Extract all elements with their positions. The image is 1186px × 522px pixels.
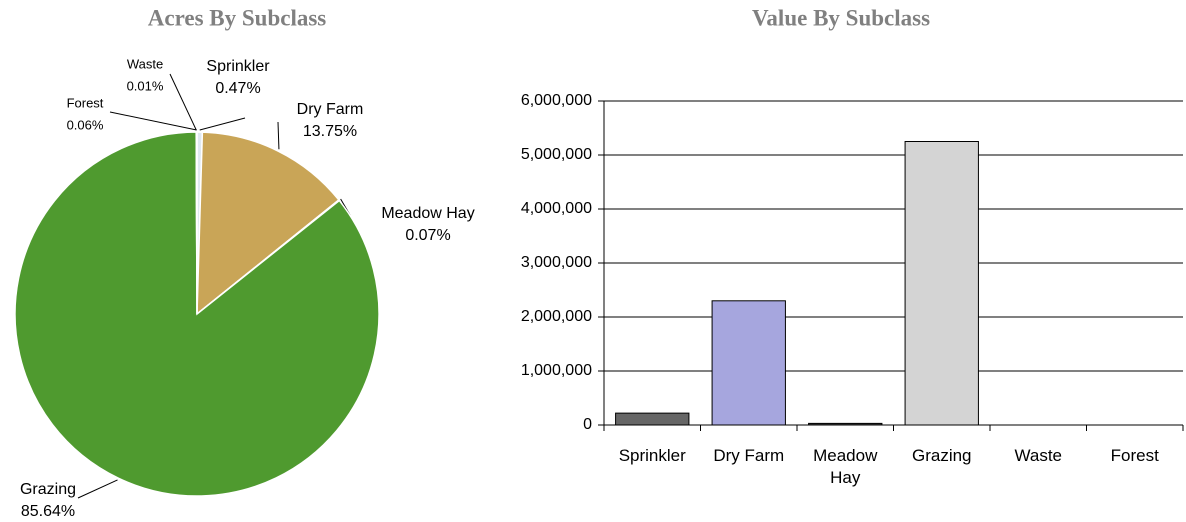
leader-line bbox=[169, 73, 197, 131]
y-tick-label: 0 bbox=[583, 416, 592, 433]
slice-value: 0.47% bbox=[215, 80, 260, 97]
slice-label: Meadow Hay bbox=[381, 205, 474, 222]
bar bbox=[711, 300, 786, 426]
slice-label: Forest bbox=[67, 95, 104, 110]
slice-value: 85.64% bbox=[21, 503, 75, 520]
leader-line bbox=[199, 117, 246, 131]
y-tick-label: 4,000,000 bbox=[521, 200, 592, 217]
y-tick-label: 5,000,000 bbox=[521, 146, 592, 163]
slice-label: Sprinkler bbox=[206, 58, 270, 75]
slice-label: Waste bbox=[127, 56, 163, 71]
slice-value: 13.75% bbox=[303, 123, 357, 140]
slice-value: 0.01% bbox=[127, 78, 164, 93]
slice-value: 0.06% bbox=[67, 117, 104, 132]
slice-label: Grazing bbox=[20, 481, 76, 498]
x-tick-label: Waste bbox=[1014, 446, 1063, 465]
x-tick-label: Forest bbox=[1110, 446, 1159, 465]
x-tick-label: Meadow Hay bbox=[813, 446, 878, 487]
bar-title: Value By Subclass bbox=[752, 5, 930, 30]
y-tick-label: 3,000,000 bbox=[521, 254, 592, 271]
bar bbox=[615, 412, 690, 426]
x-tick-label: Grazing bbox=[911, 446, 972, 465]
slice-label: Dry Farm bbox=[297, 101, 364, 118]
y-tick-label: 1,000,000 bbox=[521, 362, 592, 379]
y-tick-label: 2,000,000 bbox=[521, 308, 592, 325]
pie-slice bbox=[196, 131, 340, 316]
x-tick-label: Sprinkler bbox=[618, 446, 686, 465]
x-tick-label: Dry Farm bbox=[713, 446, 785, 465]
leader-line bbox=[109, 111, 197, 131]
leader-line bbox=[77, 479, 118, 499]
slice-value: 0.07% bbox=[405, 227, 450, 244]
pie-title: Acres By Subclass bbox=[148, 5, 327, 30]
y-tick-label: 6,000,000 bbox=[521, 92, 592, 109]
pie-slice bbox=[195, 131, 198, 315]
leader-line bbox=[277, 121, 280, 150]
bar bbox=[904, 141, 979, 426]
